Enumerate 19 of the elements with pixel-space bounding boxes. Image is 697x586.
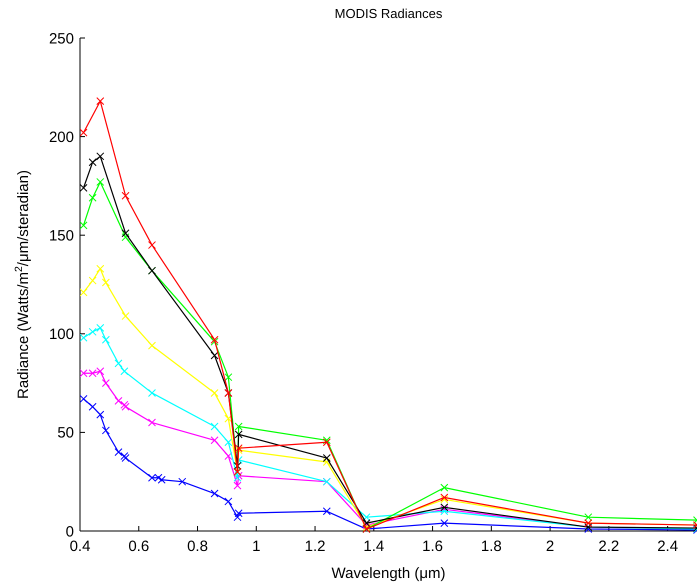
y-tick-label: 100 <box>48 326 74 344</box>
x-tick-label: 1.6 <box>422 538 443 555</box>
x-tick-label: 2 <box>546 538 554 555</box>
x-tick-label: 0.8 <box>187 538 208 555</box>
x-tick-label: 2.4 <box>657 538 678 555</box>
y-tick-label: 250 <box>48 30 74 48</box>
x-tick-label: 1.8 <box>480 538 502 555</box>
x-tick-label: 1.4 <box>363 538 384 555</box>
x-axis-title: Wavelength (μm) <box>332 565 446 582</box>
x-tick-label: 2.2 <box>598 538 620 555</box>
y-tick-label: 200 <box>48 128 74 146</box>
y-tick-label: 0 <box>66 523 74 540</box>
x-tick-label: 1.2 <box>304 538 326 555</box>
x-tick-label: 1 <box>252 538 260 555</box>
x-tick-label: 0.4 <box>70 538 90 555</box>
y-tick-label: 150 <box>48 227 74 244</box>
x-tick-label: 0.6 <box>128 538 150 555</box>
y-tick-label: 50 <box>57 424 74 442</box>
chart-title: MODIS Radiances <box>334 6 443 21</box>
